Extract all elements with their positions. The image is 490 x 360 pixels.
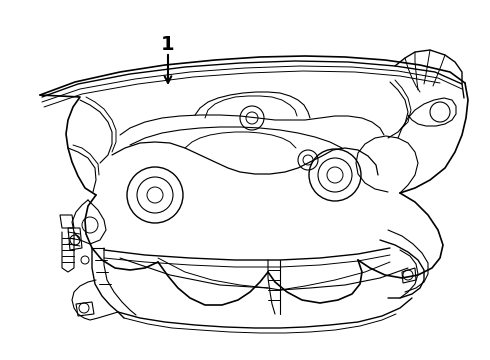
Text: 1: 1 [161,35,175,54]
